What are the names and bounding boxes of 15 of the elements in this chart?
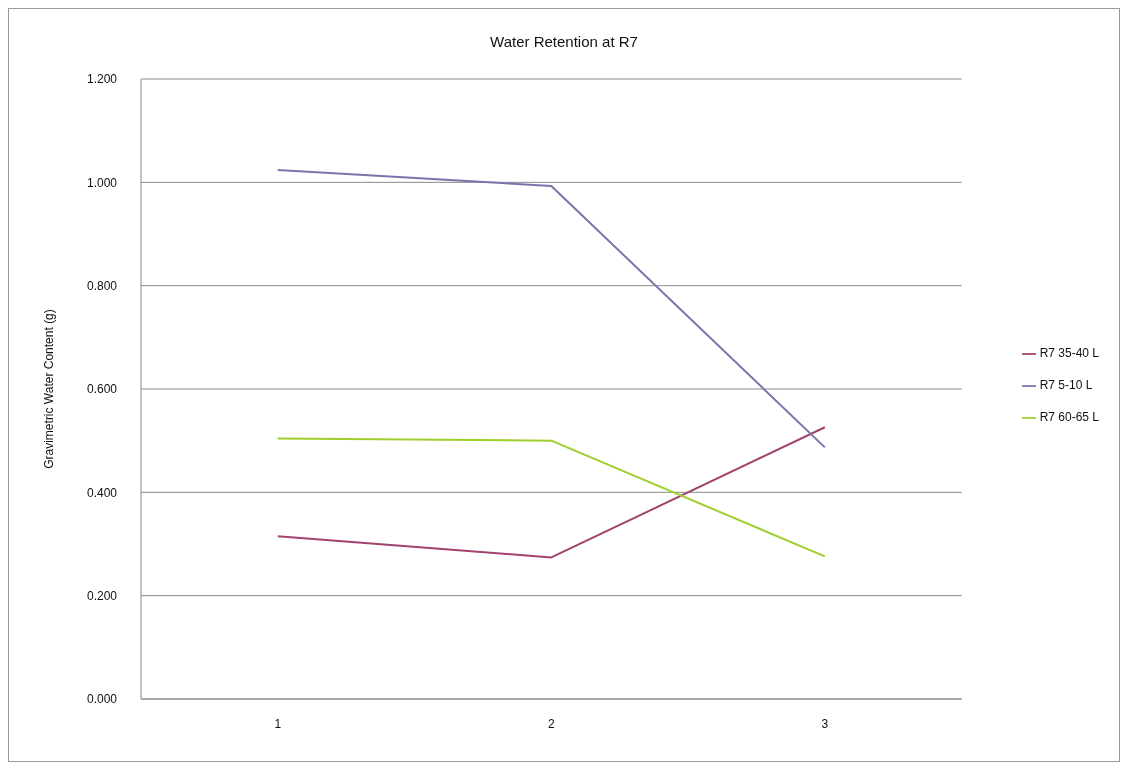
y-axis-title: Gravimetric Water Content (g) [42, 309, 57, 469]
y-tick-label: 0.400 [86, 485, 118, 500]
x-tick-label: 1 [274, 716, 282, 731]
x-tick-label: 3 [821, 716, 829, 731]
chart-title: Water Retention at R7 [489, 33, 639, 50]
legend-label: R7 60-65 L [1039, 410, 1099, 424]
x-tick-label: 2 [547, 716, 555, 731]
y-tick-label: 0.800 [86, 278, 118, 293]
legend-label: R7 35-40 L [1039, 346, 1099, 360]
y-tick-label: 0.600 [86, 382, 118, 397]
y-tick-label: 1.000 [86, 175, 118, 190]
y-tick-label: 0.200 [86, 588, 118, 603]
y-tick-label: 1.200 [86, 72, 118, 87]
y-tick-label: 0.000 [86, 692, 118, 707]
legend-label: R7 5-10 L [1039, 378, 1093, 392]
